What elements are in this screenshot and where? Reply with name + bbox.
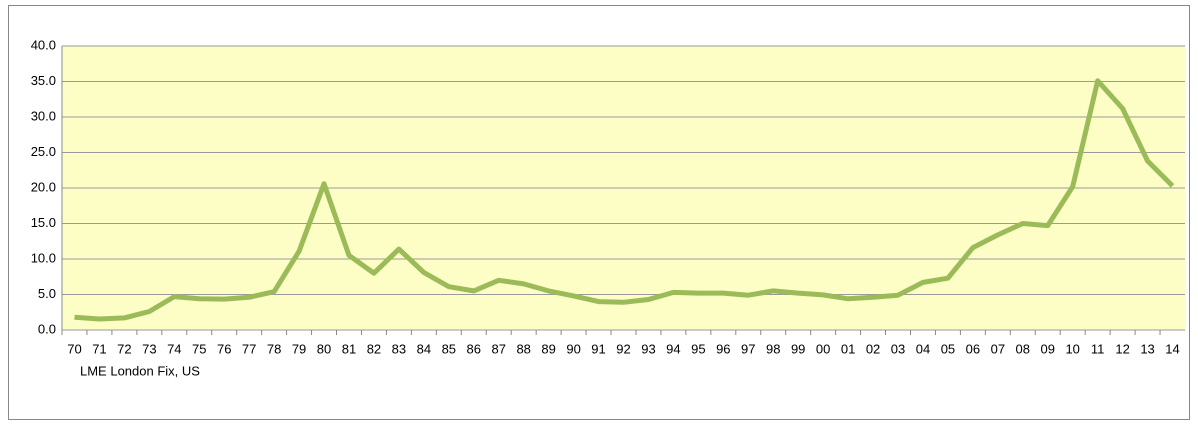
x-tick-label: 05	[941, 341, 955, 356]
x-tick-label: 86	[467, 341, 481, 356]
x-tick-label: 81	[342, 341, 356, 356]
x-tick-label: 10	[1065, 341, 1079, 356]
x-tick-label: 93	[641, 341, 655, 356]
x-tick-label: 02	[866, 341, 880, 356]
x-tick-label: 70	[67, 341, 81, 356]
x-tick-label: 83	[392, 341, 406, 356]
y-tick-label: 25.0	[31, 144, 56, 159]
y-tick-label: 20.0	[31, 179, 56, 194]
x-tick-label: 07	[991, 341, 1005, 356]
y-tick-label: 30.0	[31, 108, 56, 123]
x-tick-label: 90	[566, 341, 580, 356]
x-tick-label: 04	[916, 341, 930, 356]
x-tick-label: 91	[591, 341, 605, 356]
x-tick-label: 79	[292, 341, 306, 356]
x-tick-label: 13	[1140, 341, 1154, 356]
x-tick-label: 72	[117, 341, 131, 356]
x-tick-label: 92	[616, 341, 630, 356]
x-tick-label: 80	[317, 341, 331, 356]
data-line	[74, 78, 1175, 322]
x-tick-label: 74	[167, 341, 181, 356]
y-tick-label: 5.0	[38, 286, 56, 301]
x-tick-label: 11	[1091, 341, 1105, 356]
y-tick-label: 15.0	[31, 215, 56, 230]
x-tick-label: 85	[442, 341, 456, 356]
y-tick-label: 35.0	[31, 73, 56, 88]
x-tick-label: 98	[766, 341, 780, 356]
x-tick-label: 82	[367, 341, 381, 356]
x-tick-label: 95	[691, 341, 705, 356]
legend-label: LME London Fix, US	[80, 363, 200, 378]
x-tick-label: 89	[541, 341, 555, 356]
x-tick-label: 14	[1165, 341, 1179, 356]
x-tick-label: 75	[192, 341, 206, 356]
x-tick-label: 12	[1115, 341, 1129, 356]
x-tick-label: 71	[92, 341, 106, 356]
x-tick-label: 09	[1041, 341, 1055, 356]
x-tick-label: 99	[791, 341, 805, 356]
x-tick-label: 84	[417, 341, 431, 356]
x-tick-label: 06	[966, 341, 980, 356]
x-tick-label: 87	[491, 341, 505, 356]
x-tick-label: 78	[267, 341, 281, 356]
x-tick-label: 73	[142, 341, 156, 356]
y-tick-label: 10.0	[31, 250, 56, 265]
x-tick-label: 00	[816, 341, 830, 356]
x-tick-label: 88	[516, 341, 530, 356]
x-tick-label: 76	[217, 341, 231, 356]
x-tick-label: 94	[666, 341, 680, 356]
x-tick-label: 97	[741, 341, 755, 356]
y-tick-label: 0.0	[38, 321, 56, 336]
x-tick-label: 03	[891, 341, 905, 356]
x-tick-label: 08	[1016, 341, 1030, 356]
x-tick-label: 96	[716, 341, 730, 356]
x-tick-label: 01	[841, 341, 855, 356]
y-tick-label: 40.0	[31, 37, 56, 52]
x-tick-label: 77	[242, 341, 256, 356]
